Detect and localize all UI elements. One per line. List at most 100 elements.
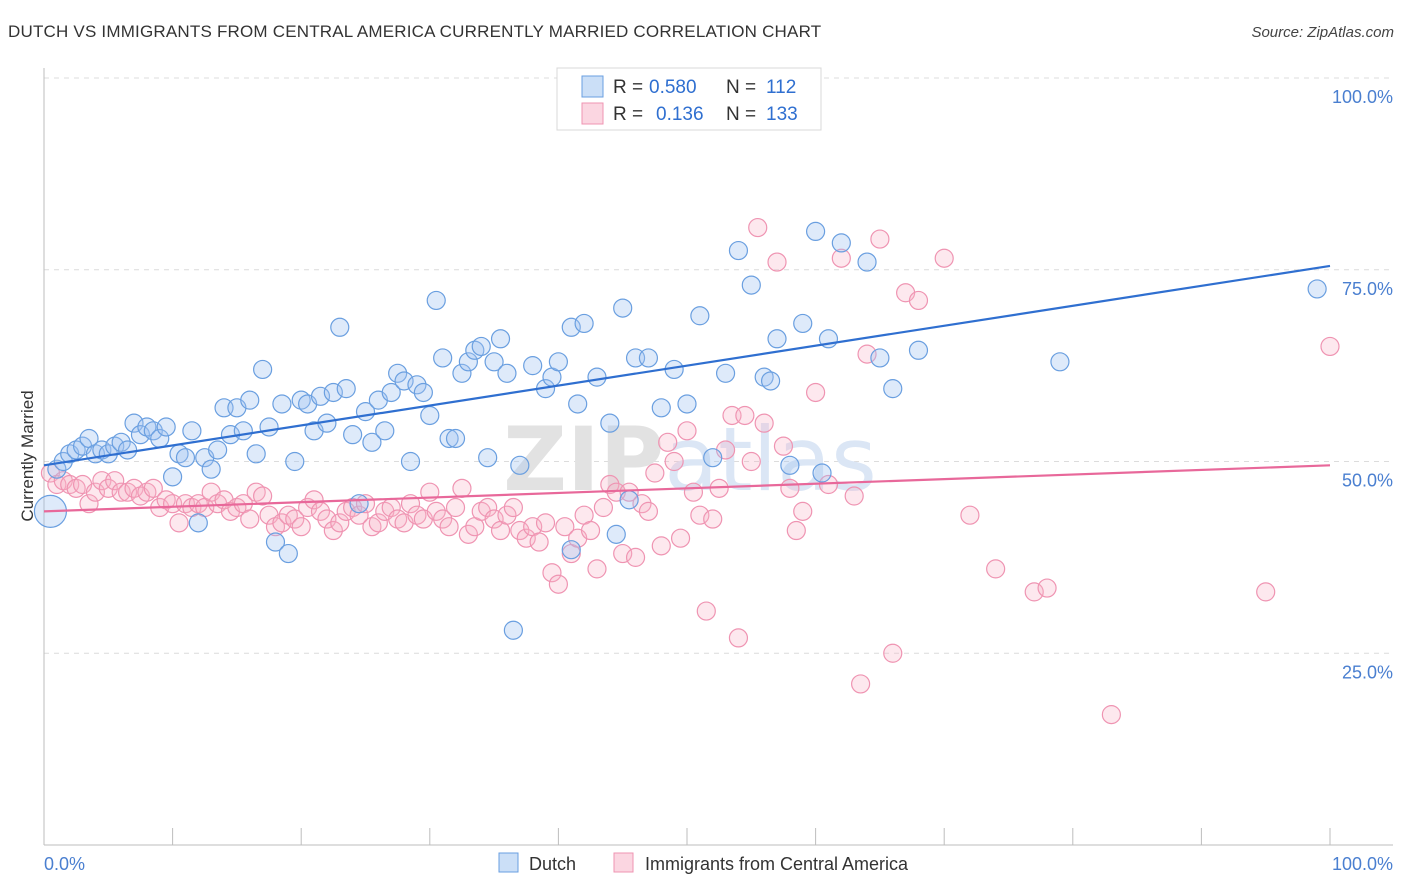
legend-r-label-central-america: R = [613,104,643,125]
central-america-point [85,482,106,502]
dutch-point [182,421,202,441]
central-america-point [291,517,311,537]
dutch-point [568,394,588,414]
dutch-point [503,620,523,640]
dutch-point [760,371,781,391]
central-america-point [805,382,826,403]
dutch-point [458,352,478,372]
central-america-point [1101,705,1121,725]
central-america-point [497,505,517,525]
central-america-point [124,478,144,498]
central-america-point [728,628,749,648]
central-america-point [516,528,536,548]
central-america-point [548,574,569,594]
central-america-point [632,494,652,514]
dutch-point [497,363,517,383]
central-america-point [587,559,607,579]
dutch-point [413,382,433,403]
dutch-point [445,428,466,449]
dutch-point [330,317,350,337]
y-tick-label: 25.0% [1342,662,1393,682]
dutch-point [523,356,543,376]
central-america-point [368,513,388,533]
central-america-point [638,501,659,521]
dutch-point [259,417,279,437]
dutch-point [561,317,581,337]
legend-r-label-dutch: R = [613,77,643,98]
dutch-point [651,398,671,418]
dutch-point [124,413,144,433]
central-america-point [433,509,453,529]
dutch-point [130,425,151,445]
series-dutch [33,221,1327,640]
dutch-point [272,394,292,414]
dutch-point [111,432,131,452]
dutch-point [703,448,723,468]
dutch-point [478,448,498,468]
dutch-point [310,386,331,406]
dutch-point [561,540,581,560]
dutch-point [510,455,530,475]
central-america-point [478,497,498,518]
dutch-point [233,421,253,441]
central-america-point [542,563,562,583]
y-axis-label: Currently Married [18,390,37,521]
x-ticks [43,828,1331,845]
central-america-point [690,505,710,525]
x-tick-label-left: 0.0% [44,854,85,874]
central-america-point [426,501,446,521]
central-america-point [780,478,800,498]
dutch-point [117,440,138,460]
correlation-legend: R = 0.580 N = 112 R = 0.136 N = 133 [556,67,822,131]
central-america-point [240,509,260,529]
dutch-point [870,348,890,368]
central-america-point [105,471,125,491]
dutch-point [574,313,594,334]
dutch-point [831,233,851,253]
dutch-point [388,363,408,383]
dutch-point [677,394,697,414]
central-america-point [683,482,704,502]
dutch-point [767,329,787,349]
legend-r-value-dutch: 0.580 [649,77,697,98]
dutch-point [208,440,228,460]
central-america-point [793,501,813,521]
dutch-point [600,413,620,433]
central-america-point [1037,578,1057,598]
central-america-point [510,520,530,541]
source-credit: Source: ZipAtlas.com [1251,24,1394,41]
central-america-point [741,451,761,472]
central-america-point [169,513,189,533]
dutch-point [143,421,163,441]
central-america-point [767,252,787,272]
legend-n-value-dutch: 112 [766,77,796,98]
central-america-point [1024,582,1044,602]
central-america-point [844,486,864,506]
central-america-point [664,451,684,472]
dutch-point [426,290,446,311]
central-america-point [908,290,929,311]
bottom-legend-label-central-america: Immigrants from Central America [645,854,909,874]
central-america-point [79,494,99,514]
trend-lines [43,264,1331,513]
trend-line-dutch [43,264,1331,467]
central-america-point [696,601,716,621]
central-america-point [703,509,723,529]
dutch-point [638,348,659,368]
dutch-point [793,313,813,334]
central-america-point [735,405,755,426]
central-america-point [349,505,369,525]
central-america-point [773,436,794,456]
bottom-legend-label-dutch: Dutch [529,854,576,874]
central-america-point [111,482,131,502]
watermark-atlas: atlas [664,408,877,511]
central-america-point [857,344,877,364]
legend-n-label-dutch: N = [726,77,756,98]
legend-n-label-central-america: N = [726,104,756,125]
central-america-point [754,413,774,433]
grid-lines [44,77,1393,654]
central-america-point [786,520,806,541]
central-america-point [1320,336,1340,357]
y-tick-labels: 100.0% 75.0% 50.0% 25.0% [1332,87,1393,682]
central-america-point [613,543,633,564]
